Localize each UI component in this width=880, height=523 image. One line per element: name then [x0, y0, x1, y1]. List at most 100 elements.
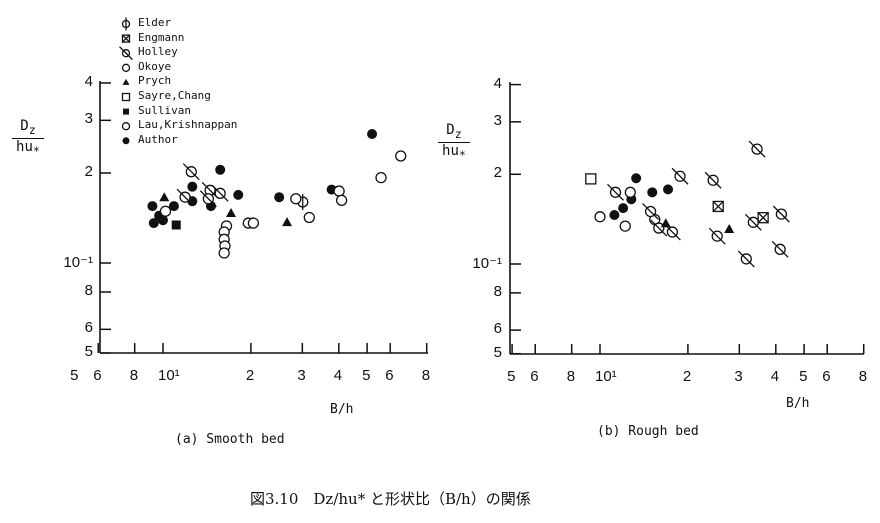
okoye-marker [121, 63, 131, 72]
data-point-sullivan [171, 220, 181, 230]
y-label-numerator: D [20, 118, 29, 134]
series-holley [607, 140, 790, 268]
x-tick-label: 8 [421, 367, 431, 384]
data-point-author [147, 201, 158, 212]
series-author [147, 129, 378, 229]
x-axis-label-left: B/h [330, 402, 354, 417]
data-point-holley [737, 250, 755, 268]
y-tick-label: 10⁻¹ [472, 255, 502, 272]
y-label-numerator: D [446, 122, 455, 138]
sayre-marker [121, 92, 131, 102]
data-point-holley [642, 203, 660, 220]
engmann-marker [121, 34, 131, 43]
y-tick-label: 2 [84, 162, 93, 180]
data-point-lau [619, 220, 631, 232]
data-point-holley [771, 240, 789, 258]
y-tick-label: 8 [84, 281, 93, 299]
data-point-prych [226, 207, 237, 217]
series-holley [176, 163, 229, 208]
data-point-author [274, 192, 285, 203]
x-tick-label: 8 [566, 368, 576, 385]
legend-label-elder: Elder [138, 16, 172, 29]
data-point-sayre [585, 173, 597, 185]
x-tick-label: 5 [70, 367, 79, 384]
data-point-holley [176, 188, 194, 206]
data-point-author [215, 164, 226, 175]
data-point-holley [772, 205, 790, 223]
y-tick-label: 3 [493, 111, 502, 129]
x-tick-label: 5 [507, 368, 516, 385]
data-point-prych [159, 192, 170, 202]
y-label-denominator-sub: * [32, 143, 40, 158]
y-label-denominator-sub: * [458, 147, 466, 162]
data-point-author [663, 184, 674, 195]
x-tick-label: 3 [297, 367, 306, 384]
data-point-author [168, 201, 179, 212]
y-label-denominator: hu [16, 138, 33, 155]
data-point-lau [375, 171, 387, 184]
x-tick-label: 4 [333, 367, 343, 384]
x-tick-label: 8 [129, 367, 139, 384]
legend-label-prych: Prych [138, 74, 172, 88]
panel-caption-smooth-bed: (a) Smooth bed [175, 432, 285, 447]
data-point-lau [624, 186, 636, 198]
data-point-author [367, 129, 378, 140]
lau-marker [121, 122, 131, 131]
figure-caption: 図3.10 Dz/hu* と形状比（B/h）の関係 [250, 490, 531, 508]
series-engmann [712, 200, 769, 224]
legend-label-okoye: Okoye [138, 59, 172, 73]
data-point-author [233, 189, 244, 200]
x-tick-label: 10¹ [158, 367, 180, 384]
x-tick-label: 3 [734, 368, 743, 385]
data-point-author [187, 181, 198, 192]
data-point-prych [660, 218, 671, 228]
data-point-holley [211, 184, 229, 202]
legend-label-sayre: Sayre,Chang [138, 89, 211, 102]
y-tick-label: 5 [493, 343, 502, 361]
x-tick-label: 2 [682, 368, 692, 385]
y-tick-label: 5 [84, 343, 93, 360]
data-point-author [148, 218, 159, 229]
data-point-author [631, 173, 642, 184]
legend-symbol-sayre [121, 92, 131, 102]
series-sayre [585, 173, 597, 185]
data-point-lau [335, 194, 348, 207]
x-tick-label: 5 [799, 368, 808, 385]
y-tick-label: 3 [84, 110, 93, 128]
y-axis-label-left: Dz hu* [12, 118, 44, 158]
data-point-holley [748, 140, 766, 158]
x-tick-label: 6 [822, 368, 831, 385]
elder-marker [121, 17, 131, 31]
y-tick-label: 4 [84, 72, 93, 90]
legend-symbol-elder [121, 17, 131, 31]
panel-smooth-bed [97, 81, 428, 354]
data-point-holley [704, 171, 722, 189]
data-point-holley [671, 167, 689, 185]
panel-caption-rough-bed: (b) Rough bed [597, 424, 699, 439]
y-tick-label: 2 [493, 164, 502, 182]
x-tick-label: 5 [362, 367, 371, 384]
author-marker [122, 137, 130, 145]
y-label-numerator-sub: z [28, 122, 36, 137]
prych-marker [122, 78, 130, 85]
data-point-lau [594, 211, 606, 223]
data-point-lau [303, 211, 315, 224]
legend-symbol-okoye [121, 63, 131, 72]
y-tick-label: 6 [84, 319, 93, 337]
x-tick-label: 6 [530, 368, 539, 385]
legend-symbol-prych [122, 78, 130, 85]
x-axis-label-right: B/h [786, 396, 810, 411]
data-point-lau [218, 247, 230, 259]
y-tick-label: 10⁻¹ [63, 254, 93, 271]
data-point-lau [247, 217, 260, 229]
data-point-prych [724, 224, 735, 234]
series-sullivan [171, 220, 181, 230]
series-prych [159, 192, 293, 227]
data-point-author [158, 215, 168, 226]
legend-symbol-lau [121, 122, 131, 131]
y-tick-label: 4 [493, 74, 502, 92]
y-tick-label: 6 [493, 320, 502, 338]
data-point-holley [650, 219, 668, 237]
